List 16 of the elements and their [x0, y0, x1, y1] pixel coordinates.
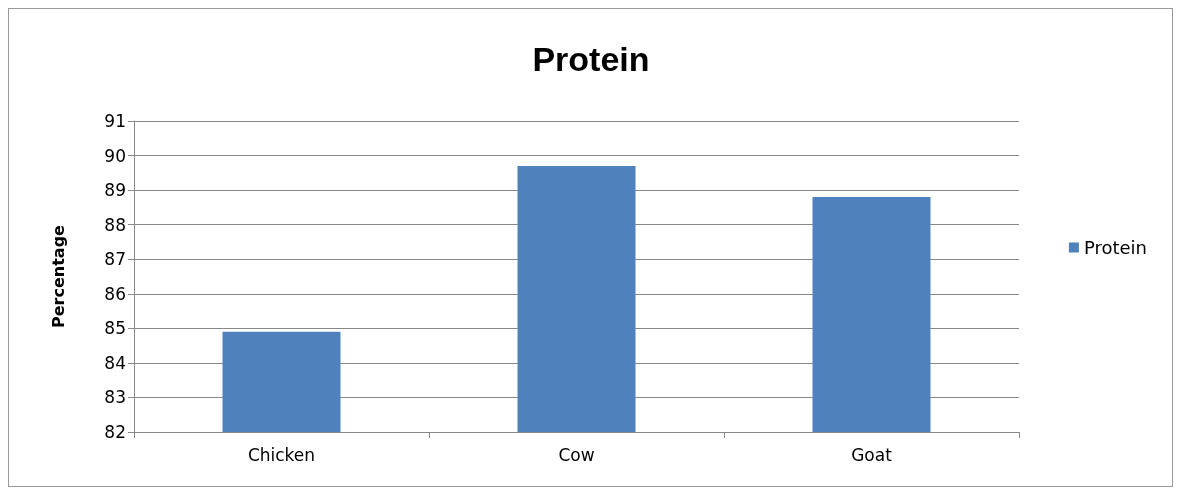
- y-tick-label: 86: [104, 283, 126, 304]
- y-tick-label: 87: [104, 249, 126, 270]
- y-tick-label: 88: [104, 214, 126, 235]
- x-tick-label: Cow: [558, 444, 595, 465]
- y-axis-title: Percentage: [48, 224, 68, 328]
- y-tick-label: 82: [104, 422, 126, 442]
- x-tick-label: Chicken: [247, 444, 316, 465]
- legend-label: Protein: [1083, 237, 1148, 258]
- y-tick-label: 90: [104, 145, 126, 166]
- y-tick-label: 83: [104, 387, 126, 408]
- y-tick-label: 91: [104, 111, 126, 131]
- y-tick-label: 85: [104, 318, 126, 339]
- y-tick-label: 84: [104, 352, 126, 373]
- x-tick-label: Goat: [851, 444, 893, 465]
- y-tick-label: 89: [104, 180, 126, 201]
- chart-title: Protein: [532, 40, 650, 78]
